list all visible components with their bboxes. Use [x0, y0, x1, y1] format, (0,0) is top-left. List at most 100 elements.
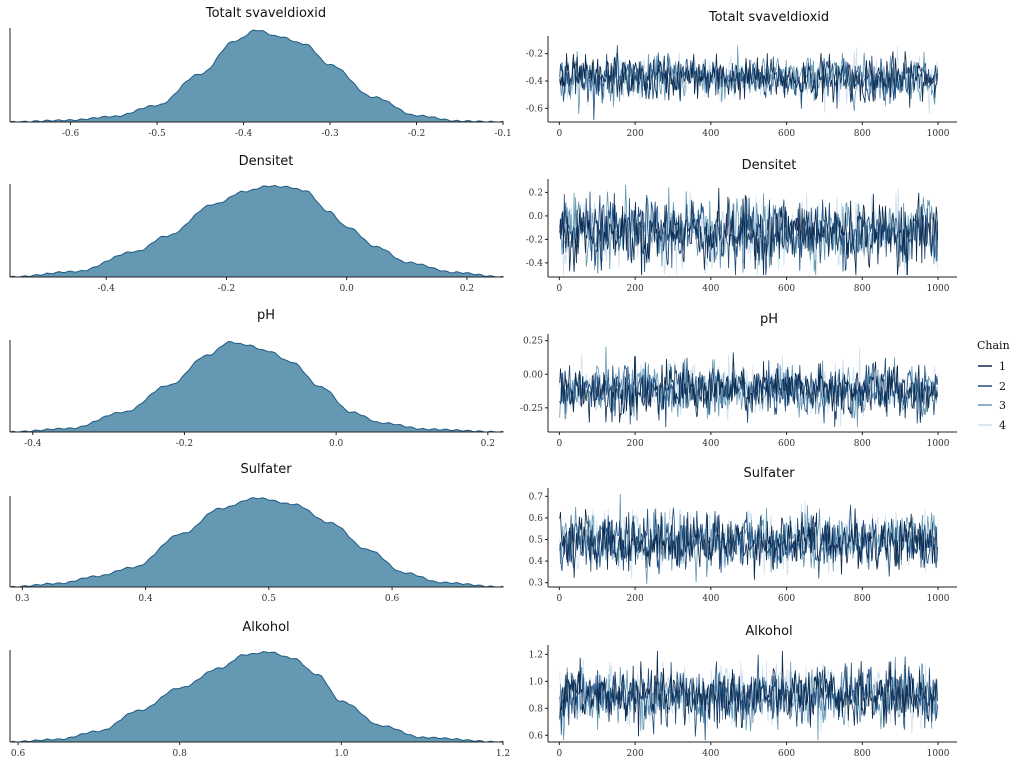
x-tick-label: 800 — [854, 594, 871, 604]
trace-title: Totalt svaveldioxid — [708, 10, 829, 25]
x-tick-label: 1000 — [927, 594, 950, 604]
y-tick-label: 0.4 — [529, 557, 544, 567]
legend-label-2: 2 — [999, 380, 1006, 393]
x-tick-label: 400 — [702, 129, 719, 139]
density-panel-2: Densitet -0.4 -0.2 0.0 0.2 — [9, 154, 504, 294]
x-tick-label: 200 — [627, 284, 644, 294]
x-tick-label: 400 — [702, 284, 719, 294]
x-tick-label: 0 — [556, 129, 562, 139]
density-title: Sulfater — [240, 462, 292, 477]
y-tick-label: 0.6 — [529, 731, 544, 741]
y-tick-label: 0.2 — [529, 188, 543, 198]
x-tick-label: 200 — [627, 439, 644, 449]
x-tick-label: 1000 — [927, 439, 950, 449]
x-tick-label: 0.3 — [15, 594, 30, 604]
x-tick-label: 1000 — [927, 129, 950, 139]
x-tick-label: 600 — [778, 284, 795, 294]
x-tick-label: 400 — [702, 749, 719, 759]
x-tick-label: 0.0 — [340, 284, 355, 294]
density-title: Alkohol — [242, 620, 289, 635]
trace-line-chain-1 — [559, 352, 939, 423]
x-tick-label: -0.3 — [321, 129, 339, 139]
x-tick-label: 200 — [627, 749, 644, 759]
trace-title: Alkohol — [745, 624, 792, 639]
x-tick-label: 0 — [556, 284, 562, 294]
density-title: Densitet — [239, 154, 294, 169]
density-area — [9, 29, 504, 123]
x-tick-label: 1.0 — [334, 749, 349, 759]
trace-line-chain-2 — [559, 654, 939, 741]
density-panel-1: Totalt svaveldioxid -0.6 -0.5 -0.4 -0.3 -0.2 -… — [9, 6, 512, 139]
x-tick-label: -0.4 — [24, 439, 42, 449]
x-tick-label: 400 — [702, 594, 719, 604]
density-panel-3: pH -0.4 -0.2 0.0 0.2 — [9, 308, 504, 449]
trace-line-chain-1 — [559, 650, 939, 737]
x-tick-label: 800 — [854, 129, 871, 139]
trace-panel-5: Alkohol 1.2 1.0 0.8 0.6 0 200 400 600 800 1000 — [529, 624, 957, 759]
trace-title: pH — [760, 312, 778, 327]
trace-line-chain-1 — [559, 51, 939, 108]
x-tick-label: 0.2 — [460, 284, 474, 294]
trace-title: Densitet — [742, 158, 797, 173]
x-tick-label: -0.5 — [148, 129, 166, 139]
y-tick-label: 1.0 — [529, 677, 544, 687]
x-tick-label: 0 — [556, 439, 562, 449]
legend-label-1: 1 — [999, 360, 1006, 373]
x-tick-label: 0 — [556, 749, 562, 759]
density-area — [9, 184, 504, 278]
x-tick-label: 0.6 — [11, 749, 26, 759]
chart-panels: Totalt svaveldioxid -0.6 -0.5 -0.4 -0.3 -0.2 -… — [9, 6, 957, 759]
y-tick-label: 0.25 — [523, 337, 543, 347]
x-tick-label: -0.1 — [494, 129, 511, 139]
y-tick-label: 0.0 — [529, 212, 544, 222]
x-tick-label: 0 — [556, 594, 562, 604]
x-tick-label: -0.2 — [408, 129, 425, 139]
x-tick-label: 0.8 — [173, 749, 188, 759]
y-tick-label: 0.5 — [529, 536, 544, 546]
x-tick-label: 600 — [778, 129, 795, 139]
x-tick-label: 200 — [627, 594, 644, 604]
trace-panel-1: Totalt svaveldioxid -0.2 -0.4 -0.6 0 200 400 60… — [526, 10, 957, 139]
y-tick-label: 0.00 — [523, 370, 543, 380]
y-tick-label: -0.4 — [526, 259, 544, 269]
x-tick-label: 600 — [778, 594, 795, 604]
trace-panel-4: Sulfater 0.7 0.6 0.5 0.4 0.3 0 200 400 600 800 1000 — [529, 466, 957, 604]
y-tick-label: 1.2 — [529, 650, 543, 660]
trace-panel-2: Densitet 0.2 0.0 -0.2 -0.4 0 200 400 600 800 1000 — [526, 158, 957, 294]
x-tick-label: 200 — [627, 129, 644, 139]
legend-label-4: 4 — [999, 419, 1006, 432]
y-tick-label: 0.8 — [529, 704, 544, 714]
x-tick-label: 800 — [854, 749, 871, 759]
x-tick-label: 1000 — [927, 284, 950, 294]
x-tick-label: -0.6 — [62, 129, 80, 139]
density-area — [9, 651, 504, 743]
density-area — [9, 340, 504, 433]
y-tick-label: -0.2 — [526, 235, 543, 245]
x-tick-label: -0.2 — [218, 284, 235, 294]
y-tick-label: 0.3 — [529, 579, 544, 589]
legend-item-2: 2 — [978, 380, 1006, 393]
x-tick-label: 0.6 — [385, 594, 400, 604]
x-tick-label: 800 — [854, 284, 871, 294]
y-tick-label: -0.2 — [526, 50, 543, 60]
density-title: Totalt svaveldioxid — [205, 6, 326, 21]
x-tick-label: 0.4 — [138, 594, 153, 604]
x-tick-label: 400 — [702, 439, 719, 449]
trace-line-chain-1 — [559, 508, 939, 580]
x-tick-label: 600 — [778, 749, 795, 759]
legend-item-3: 3 — [978, 399, 1006, 412]
y-tick-label: -0.25 — [520, 404, 543, 414]
density-title: pH — [257, 308, 275, 323]
density-panel-5: Alkohol 0.6 0.8 1.0 1.2 — [9, 620, 510, 759]
legend-label-3: 3 — [999, 399, 1006, 412]
x-tick-label: 1.2 — [496, 749, 510, 759]
legend-item-4: 4 — [978, 419, 1006, 432]
x-tick-label: -0.4 — [235, 129, 253, 139]
legend-title: Chain — [977, 339, 1010, 352]
x-tick-label: 600 — [778, 439, 795, 449]
density-area — [9, 497, 504, 588]
trace-title: Sulfater — [743, 466, 795, 481]
x-tick-label: -0.2 — [176, 439, 193, 449]
legend-item-1: 1 — [978, 360, 1006, 373]
